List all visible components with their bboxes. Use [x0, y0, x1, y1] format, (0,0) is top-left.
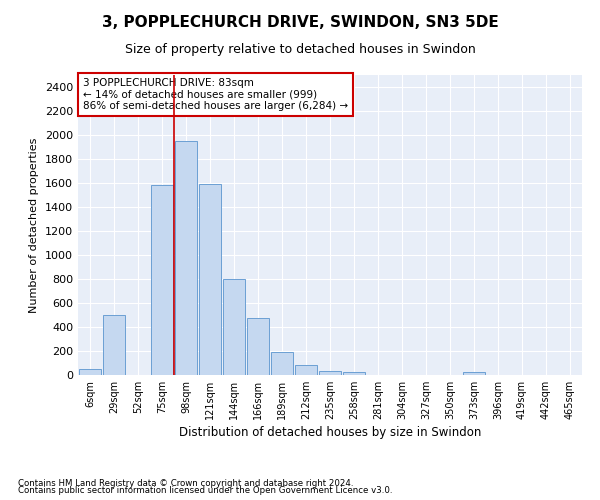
Bar: [271, 352, 293, 375]
Bar: [103, 315, 125, 375]
Bar: [79, 369, 101, 375]
Text: Size of property relative to detached houses in Swindon: Size of property relative to detached ho…: [125, 42, 475, 56]
Bar: [319, 371, 341, 375]
Text: Contains public sector information licensed under the Open Government Licence v3: Contains public sector information licen…: [18, 486, 392, 495]
Bar: [463, 372, 485, 375]
Bar: [343, 372, 365, 375]
Bar: [295, 365, 317, 375]
Bar: [175, 141, 197, 375]
Bar: [247, 318, 269, 375]
Bar: [223, 279, 245, 375]
Y-axis label: Number of detached properties: Number of detached properties: [29, 138, 40, 312]
Text: Contains HM Land Registry data © Crown copyright and database right 2024.: Contains HM Land Registry data © Crown c…: [18, 478, 353, 488]
X-axis label: Distribution of detached houses by size in Swindon: Distribution of detached houses by size …: [179, 426, 481, 439]
Text: 3, POPPLECHURCH DRIVE, SWINDON, SN3 5DE: 3, POPPLECHURCH DRIVE, SWINDON, SN3 5DE: [101, 15, 499, 30]
Bar: [151, 186, 173, 375]
Text: 3 POPPLECHURCH DRIVE: 83sqm
← 14% of detached houses are smaller (999)
86% of se: 3 POPPLECHURCH DRIVE: 83sqm ← 14% of det…: [83, 78, 348, 111]
Bar: [199, 184, 221, 375]
